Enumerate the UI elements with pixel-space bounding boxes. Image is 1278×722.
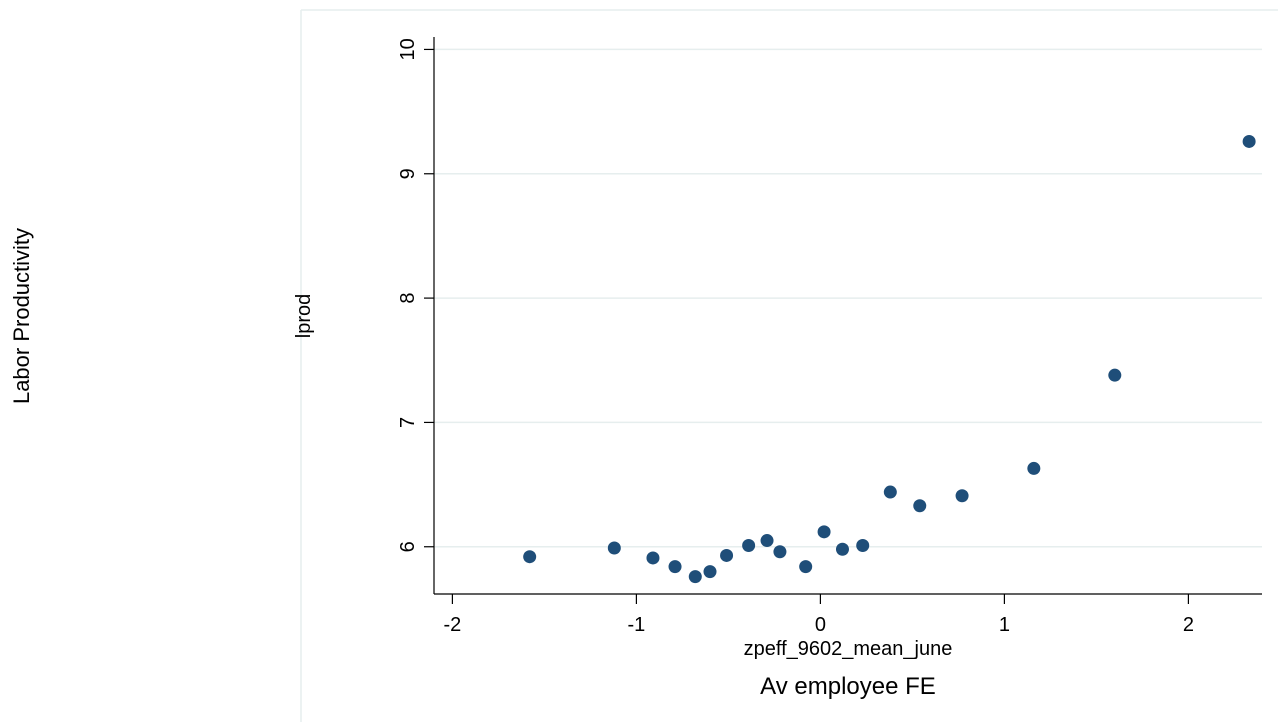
data-point (835, 542, 849, 556)
outer-x-axis-label: Av employee FE (760, 673, 936, 700)
gridlines (434, 48, 1262, 548)
data-point (668, 560, 682, 574)
y-ticks: 6 7 8 9 10 (397, 38, 434, 552)
outer-y-axis-label: Labor Productivity (9, 228, 34, 404)
data-point (688, 570, 702, 584)
y-axis-label: lprod (293, 294, 315, 338)
data-point (817, 525, 831, 539)
data-point (720, 548, 734, 562)
data-point (1242, 134, 1256, 148)
data-point (883, 485, 897, 499)
x-tick-label: -2 (444, 614, 462, 636)
data-point (955, 489, 969, 503)
data-point (799, 560, 813, 574)
data-point (913, 499, 927, 513)
data-point (1027, 461, 1041, 475)
data-point (703, 565, 717, 579)
y-tick-label: 8 (397, 293, 419, 304)
x-axis-label: zpeff_9602_mean_june (744, 638, 953, 660)
data-point (523, 550, 537, 564)
data-point (773, 545, 787, 559)
x-tick-label: 0 (815, 614, 826, 636)
data-point (742, 539, 756, 553)
x-tick-label: 2 (1183, 614, 1194, 636)
x-ticks: -2 -1 0 1 2 (444, 594, 1194, 636)
data-point (760, 534, 774, 548)
data-point (856, 539, 870, 553)
axes (433, 37, 1262, 595)
y-tick-label: 7 (397, 417, 419, 428)
data-point (1108, 368, 1122, 382)
y-tick-label: 10 (397, 38, 419, 60)
x-tick-label: -1 (628, 614, 646, 636)
data-point (646, 551, 660, 565)
x-tick-label: 1 (999, 614, 1010, 636)
data-points (523, 134, 1256, 584)
data-point (607, 541, 621, 555)
y-tick-label: 6 (397, 541, 419, 552)
y-tick-label: 9 (397, 168, 419, 179)
